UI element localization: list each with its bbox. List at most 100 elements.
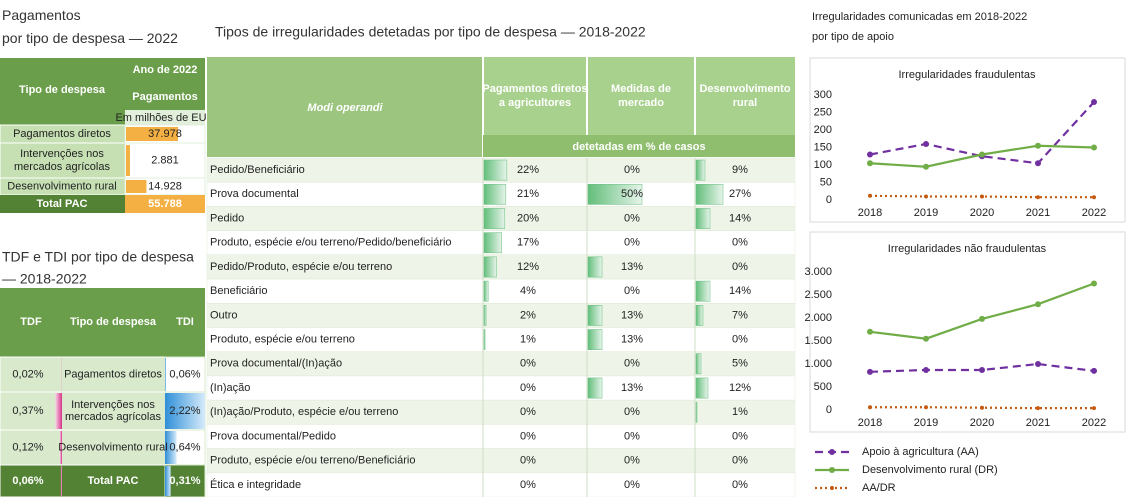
data-bar xyxy=(126,127,178,141)
point xyxy=(979,151,985,158)
value-label: 37.978 xyxy=(148,128,182,140)
point xyxy=(867,328,873,335)
x-tick-label: 2021 xyxy=(1026,207,1050,219)
column-header: mercado xyxy=(618,97,664,109)
row-bg xyxy=(206,254,796,280)
data-bar xyxy=(695,208,711,229)
point xyxy=(1035,160,1041,167)
value-label: 21% xyxy=(517,188,539,200)
data-bar xyxy=(483,183,507,205)
total-value: 55.788 xyxy=(148,198,182,210)
value-label: 0% xyxy=(732,237,748,249)
y-tick-label: 250 xyxy=(814,106,832,118)
row-label: Total PAC xyxy=(88,475,139,487)
value-label: 2% xyxy=(520,309,536,321)
column-header: Pagamentos diretos xyxy=(482,83,587,95)
value-label: 2.881 xyxy=(151,154,179,166)
column-header: TDI xyxy=(176,316,194,328)
y-tick-label: 1.000 xyxy=(804,358,832,370)
value-label: 7% xyxy=(732,309,748,321)
row-bg xyxy=(206,424,796,449)
x-tick-label: 2020 xyxy=(970,417,994,429)
point xyxy=(867,160,873,167)
column-header: Ano de 2022 xyxy=(133,64,198,76)
data-bar xyxy=(695,305,704,326)
value-label: 14% xyxy=(729,212,751,224)
value-label: 20% xyxy=(517,212,539,224)
point xyxy=(1091,367,1097,374)
value-label: 0% xyxy=(624,455,640,467)
column-header: Desenvolvimento xyxy=(699,83,790,95)
value-label: 0% xyxy=(520,455,536,467)
data-bar xyxy=(126,145,130,176)
tdf-label: 0,06% xyxy=(12,475,43,487)
point xyxy=(1091,144,1097,151)
point xyxy=(979,366,985,373)
tdf-bar xyxy=(60,466,62,496)
column-header: rural xyxy=(733,97,757,109)
value-label: 22% xyxy=(517,164,539,176)
section-title: Pagamentos xyxy=(2,7,81,23)
chart-frame xyxy=(809,57,1126,223)
tdi-bar xyxy=(165,431,177,464)
point xyxy=(1091,280,1097,287)
point xyxy=(923,163,929,170)
unit-left-bg xyxy=(0,110,125,125)
row-label: mercados agrícolas xyxy=(65,411,161,423)
series-line xyxy=(869,101,1095,165)
tdf-bar xyxy=(59,431,62,464)
point xyxy=(923,366,929,373)
legend-marker xyxy=(829,449,835,455)
value-label: 0% xyxy=(624,164,640,176)
tdi-bar xyxy=(165,393,205,429)
row-label: Produto, espécie e/ou terreno xyxy=(210,334,355,346)
data-bar xyxy=(483,159,508,181)
data-bar xyxy=(483,305,487,326)
row-label: Outro xyxy=(210,309,238,321)
point xyxy=(867,368,873,375)
column-header: Tipo de despesa xyxy=(70,316,157,328)
row-label: mercados agrícolas xyxy=(14,161,110,173)
row-label: Pedido/Beneficiário xyxy=(210,164,305,176)
legend-marker xyxy=(830,486,834,490)
value-label: 27% xyxy=(729,188,751,200)
cell-bg xyxy=(164,464,206,497)
value-label: 0% xyxy=(520,430,536,442)
legend-label: Apoio à agricultura (AA) xyxy=(862,446,979,458)
data-bar xyxy=(483,256,497,278)
point xyxy=(1035,142,1041,149)
x-tick-label: 2018 xyxy=(858,207,882,219)
row-label: Ética e integridade xyxy=(210,478,301,491)
x-tick-label: 2019 xyxy=(914,417,938,429)
data-bar xyxy=(483,232,502,254)
point xyxy=(1091,99,1097,105)
data-bar xyxy=(483,208,506,229)
point xyxy=(1035,301,1041,308)
data-bar xyxy=(587,183,643,205)
total-bg xyxy=(0,195,125,213)
row-label: Prova documental/Pedido xyxy=(210,430,336,442)
value-label: 5% xyxy=(732,358,748,370)
value-label: 0% xyxy=(624,285,640,297)
section-title: TDF e TDI por tipo de despesa xyxy=(2,249,194,265)
column-header: Tipo de despesa xyxy=(19,84,106,96)
point xyxy=(980,405,984,410)
section-title: — 2018-2022 xyxy=(2,271,87,287)
chart-frame xyxy=(809,231,1126,433)
legend-label: AA/DR xyxy=(862,482,896,494)
x-tick-label: 2022 xyxy=(1082,207,1106,219)
x-tick-label: 2020 xyxy=(970,207,994,219)
point xyxy=(923,141,929,147)
value-label: 17% xyxy=(517,237,539,249)
first-header: Modi operandi xyxy=(307,102,383,114)
row-label: Produto, espécie e/ou terreno/Pedido/ben… xyxy=(210,237,452,249)
point xyxy=(868,193,872,198)
data-bar xyxy=(587,377,603,399)
value-label: 1% xyxy=(732,406,748,418)
y-tick-label: 3.000 xyxy=(804,266,832,278)
value-label: 0% xyxy=(624,212,640,224)
value-label: 1% xyxy=(520,334,536,346)
value-label: 14% xyxy=(729,285,751,297)
value-label: 0% xyxy=(732,455,748,467)
tdi-bar xyxy=(165,358,167,391)
